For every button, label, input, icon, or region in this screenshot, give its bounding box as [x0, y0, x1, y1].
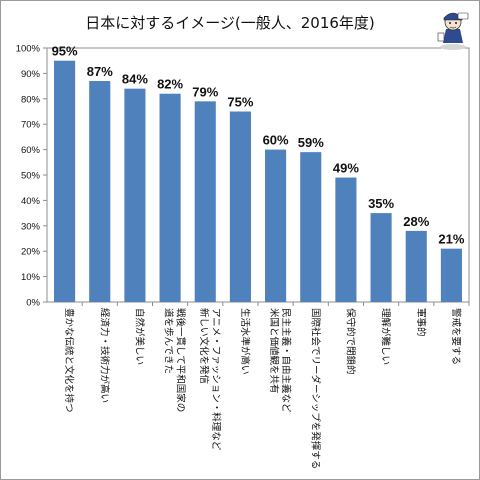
bar: [265, 149, 287, 302]
y-tick-label: 90%: [21, 69, 41, 80]
bar: [335, 177, 357, 302]
bar: [300, 152, 322, 302]
x-category-label: 経済力・技術力が高い: [98, 308, 110, 403]
bar: [194, 101, 216, 302]
data-label: 75%: [227, 95, 253, 110]
data-label: 59%: [298, 135, 324, 150]
chart-title: 日本に対するイメージ(一般人、2016年度): [85, 14, 375, 32]
y-tick-label: 50%: [21, 171, 41, 182]
x-category-label: 保守的で閉鎖的: [344, 308, 356, 375]
data-label: 28%: [403, 214, 429, 229]
y-tick-label: 70%: [21, 120, 41, 131]
data-label: 87%: [87, 64, 113, 79]
x-category-label: 米国と価値観を共有: [268, 308, 280, 394]
bar: [89, 81, 111, 303]
plot-area: 0% 10% 20% 30% 40% 50% 60% 70% 80% 90% 100% 95% 豊かな伝…: [16, 44, 470, 469]
y-tick-label: 40%: [21, 196, 41, 207]
mascot-character-icon: [437, 12, 469, 50]
bar: [159, 93, 181, 302]
x-category-label: 戦後一貫して平和国家の: [175, 308, 187, 412]
data-label: 84%: [122, 72, 148, 87]
y-tick-label: 30%: [21, 221, 41, 232]
x-category-label: 民主主義・自由主義など: [280, 308, 292, 413]
y-tick-label: 100%: [16, 44, 41, 55]
y-tick-label: 60%: [21, 145, 41, 156]
data-label: 35%: [368, 196, 394, 211]
data-label: 82%: [157, 77, 183, 92]
bar: [440, 248, 462, 302]
x-category-label: アニメ・ファッション・料理など: [210, 308, 222, 451]
data-label: 95%: [52, 44, 78, 59]
x-category-label: 国際社会でリーダーシップを発揮する: [309, 308, 321, 469]
data-label: 49%: [333, 161, 359, 176]
x-category-label: 警戒を要する: [450, 308, 462, 365]
data-label: 21%: [438, 232, 464, 247]
bar: [405, 230, 427, 302]
y-tick-label: 0%: [26, 298, 40, 309]
bar: [54, 60, 76, 303]
data-label: 60%: [263, 133, 289, 148]
x-category-label: 新しい文化を発信: [198, 308, 210, 384]
bar: [124, 88, 146, 302]
x-category-label: 生活水準が高い: [239, 308, 251, 375]
x-category-label: 軍事的: [415, 308, 427, 337]
y-tick-label: 10%: [21, 272, 41, 283]
y-tick-label: 20%: [21, 247, 41, 258]
x-category-label: 豊かな伝統と文化を持つ: [63, 308, 75, 413]
x-category-label: 道を歩んできた: [163, 308, 175, 374]
data-label: 79%: [192, 84, 218, 99]
bar: [229, 111, 251, 302]
x-category-label: 自然が美しい: [133, 308, 145, 365]
bar: [370, 213, 392, 302]
x-category-label: 理解が難しい: [380, 308, 392, 365]
y-tick-label: 80%: [21, 94, 41, 105]
